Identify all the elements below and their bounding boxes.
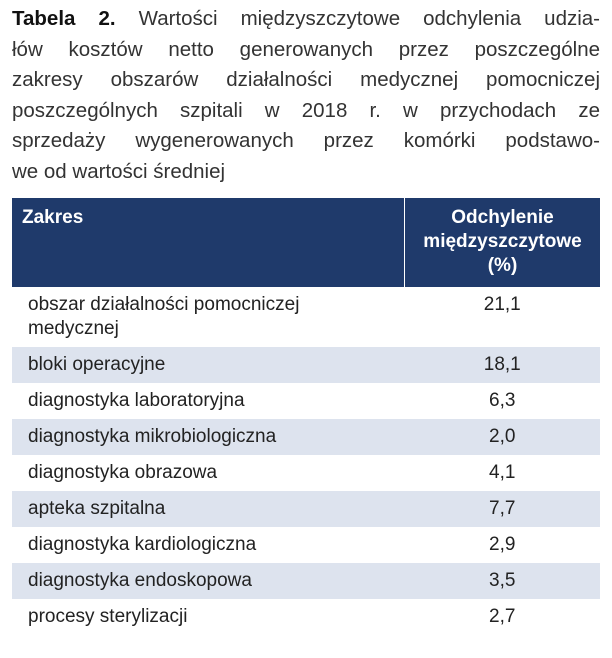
caption-text: we od wartości średniej [12,159,226,183]
table-row: diagnostyka mikrobiologiczna 2,0 [12,419,600,455]
table-row: obszar działalności pomocniczej medyczne… [12,287,600,347]
table-row: diagnostyka laboratoryjna 6,3 [12,383,600,419]
caption-line: Tabela 2. Wartości międzyszczytowe odchy… [12,4,600,35]
value-cell: 7,7 [404,491,600,527]
table-row: apteka szpitalna 7,7 [12,491,600,527]
label-cell: bloki operacyjne [12,347,405,383]
label-cell: apteka szpitalna [12,491,405,527]
table-row: procesy sterylizacji 2,7 [12,599,600,635]
table-row: bloki operacyjne 18,1 [12,347,600,383]
value-cell: 3,5 [404,563,600,599]
value-cell: 18,1 [404,347,600,383]
caption-line: zakresy obszarów działalności medycznej … [12,65,600,96]
label-cell: diagnostyka kardiologiczna [28,534,257,555]
caption-text: Wartości międzyszczytowe odchylenia udzi… [138,7,601,30]
caption-line: poszczególnych szpitali w 2018 r. w przy… [12,96,600,127]
table-row: diagnostyka endoskopowa 3,5 [12,563,600,599]
value-cell: 2,7 [489,606,516,627]
data-table: Zakres Odchylenie międzyszczytowe (%) ob… [12,198,600,635]
label-cell: procesy sterylizacji [28,606,188,627]
caption-text: łów kosztów netto generowanych przez pos… [12,37,600,61]
label-cell: obszar działalności pomocniczej medyczne… [28,294,300,339]
table-body: obszar działalności pomocniczej medyczne… [12,287,600,635]
header-row: Zakres Odchylenie międzyszczytowe (%) [12,198,600,287]
caption-text: zakresy obszarów działalności medycznej … [12,68,600,91]
value-cell: 4,1 [489,462,516,483]
value-cell: 2,9 [489,534,516,555]
header-cell: Odchylenie międzyszczytowe (%) [404,198,600,287]
caption-text: sprzedaży wygenerowanych przez komórki p… [12,129,600,152]
caption-line: we od wartości średniej [12,157,600,188]
label-cell: diagnostyka endoskopowa [12,563,405,599]
caption: Tabela 2. Wartości międzyszczytowe odchy… [12,4,600,187]
value-cell: 6,3 [489,390,516,411]
caption-label: Tabela 2. [12,7,116,30]
label-cell: diagnostyka mikrobiologiczna [12,419,405,455]
caption-line: łów kosztów netto generowanych przez pos… [12,35,600,66]
table-row: diagnostyka obrazowa 4,1 [12,455,600,491]
caption-line: sprzedaży wygenerowanych przez komórki p… [12,126,600,157]
value-cell: 2,0 [404,419,600,455]
table-row: diagnostyka kardiologiczna 2,9 [12,527,600,563]
label-cell: diagnostyka laboratoryjna [28,390,245,411]
caption-text: poszczególnych szpitali w 2018 r. w przy… [12,98,600,122]
value-cell: 21,1 [483,294,521,315]
header-cell: Zakres [12,198,405,287]
label-cell: diagnostyka obrazowa [28,462,218,483]
